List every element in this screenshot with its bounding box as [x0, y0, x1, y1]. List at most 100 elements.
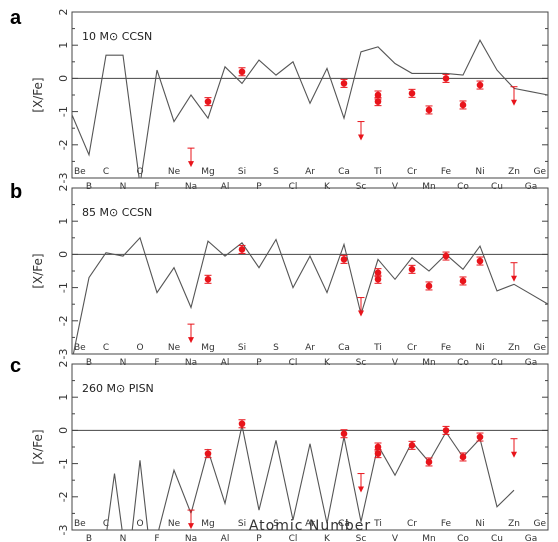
element-label-top: Zn [508, 167, 520, 177]
data-point-si [238, 246, 246, 253]
data-point-fe [442, 75, 450, 82]
data-point-si [238, 420, 246, 428]
element-label-top: Ar [305, 167, 315, 177]
y-tick-label: -2 [57, 315, 70, 326]
element-label-bottom: V [392, 182, 399, 192]
element-label-top: Be [74, 343, 86, 353]
element-label-top: Fe [441, 343, 452, 353]
data-point-ni [476, 81, 484, 89]
element-label-bottom: V [392, 534, 399, 542]
model-label: 85 M⊙ CCSN [82, 206, 152, 219]
element-label-top: Mg [201, 519, 214, 529]
element-label-bottom: Mn [422, 182, 435, 192]
element-label-bottom: Mn [422, 358, 435, 368]
element-label-top: O [136, 519, 143, 529]
element-label-bottom: Cl [289, 358, 298, 368]
data-point-mn [425, 106, 433, 114]
upper-limit-arrow [188, 523, 194, 530]
x-axis-label: Atomic Number [249, 518, 371, 534]
element-label-top: Ge [533, 167, 546, 177]
element-label-bottom: Mn [422, 534, 435, 542]
element-label-bottom: Cu [491, 182, 503, 192]
element-label-top: Ca [338, 519, 350, 529]
element-label-bottom: B [86, 182, 92, 192]
element-label-top: Si [238, 343, 246, 353]
data-point-si [238, 68, 246, 76]
data-point-ti [374, 443, 382, 451]
element-label-bottom: Ga [525, 534, 538, 542]
element-label-bottom: Cu [491, 358, 503, 368]
element-label-top: Ne [168, 343, 181, 353]
data-point-cr [408, 90, 416, 97]
y-axis-label: [X/Fe] [31, 253, 45, 288]
element-label-bottom: N [120, 182, 127, 192]
y-tick-label: -1 [57, 458, 70, 469]
data-point-ca [340, 80, 348, 87]
data-point-fe [442, 252, 450, 260]
plot-area [72, 236, 548, 354]
y-axis-label: [X/Fe] [31, 77, 45, 112]
y-tick-label: 0 [57, 75, 70, 82]
element-label-bottom: Sc [356, 534, 367, 542]
element-label-bottom: Co [457, 534, 469, 542]
element-label-bottom: F [154, 182, 159, 192]
element-label-bottom: P [256, 182, 262, 192]
data-point-fe [442, 427, 450, 434]
upper-limit-arrow [358, 310, 364, 317]
data-point-ni [476, 257, 484, 265]
element-label-top: Ti [373, 519, 382, 529]
element-label-bottom: P [256, 358, 262, 368]
model-label: 10 M⊙ CCSN [82, 30, 152, 43]
element-label-top: Ge [533, 519, 546, 529]
element-label-bottom: Na [185, 182, 197, 192]
element-label-top: Zn [508, 343, 520, 353]
element-label-bottom: Na [185, 534, 197, 542]
element-label-bottom: Sc [356, 182, 367, 192]
panel-letter: a [10, 7, 22, 29]
element-label-top: C [103, 519, 109, 529]
element-label-top: Ca [338, 167, 350, 177]
element-label-top: Ti [373, 167, 382, 177]
element-label-top: Cr [407, 519, 417, 529]
element-label-bottom: P [256, 534, 262, 542]
element-label-bottom: V [392, 358, 399, 368]
element-label-top: S [273, 519, 279, 529]
model-line [106, 425, 515, 530]
data-point-co [459, 277, 467, 285]
element-label-top: Be [74, 167, 86, 177]
model-line [72, 236, 548, 354]
element-label-top: Cr [407, 167, 417, 177]
data-point-mn [425, 458, 433, 466]
element-label-top: Si [238, 519, 246, 529]
y-tick-label: -3 [57, 349, 70, 360]
element-label-top: Ni [475, 167, 484, 177]
upper-limit-arrow [511, 275, 517, 282]
upper-limit-arrow [511, 99, 517, 106]
element-label-top: Ne [168, 519, 181, 529]
data-point-cr [408, 442, 416, 449]
y-tick-label: 1 [57, 394, 70, 401]
data-point-cr [408, 266, 416, 273]
element-label-top: Be [74, 519, 86, 529]
data-point-mn [425, 282, 433, 290]
y-tick-label: 1 [57, 218, 70, 225]
element-label-top: C [103, 167, 109, 177]
element-label-top: Ne [168, 167, 181, 177]
panel-b: b -3 -2 -1 0 1 2 [X/Fe] Be C O Ne Mg Si S Ar Ca Ti Cr Fe Ni Z… [10, 181, 549, 368]
data-point-mg [204, 276, 212, 283]
upper-limit-arrow [358, 486, 364, 493]
element-label-bottom: Cu [491, 534, 503, 542]
data-point-mg [204, 450, 212, 457]
y-tick-label: -1 [57, 106, 70, 117]
y-axis-label: [X/Fe] [31, 429, 45, 464]
model-label: 260 M⊙ PISN [82, 382, 154, 395]
plot-area [106, 419, 518, 530]
element-label-bottom: K [324, 534, 331, 542]
data-point-ti [374, 450, 382, 457]
upper-limit-arrow [358, 134, 364, 141]
data-point-ti [374, 269, 382, 276]
upper-limit-arrow [511, 451, 517, 458]
y-tick-label: 0 [57, 251, 70, 258]
element-label-bottom: B [86, 358, 92, 368]
